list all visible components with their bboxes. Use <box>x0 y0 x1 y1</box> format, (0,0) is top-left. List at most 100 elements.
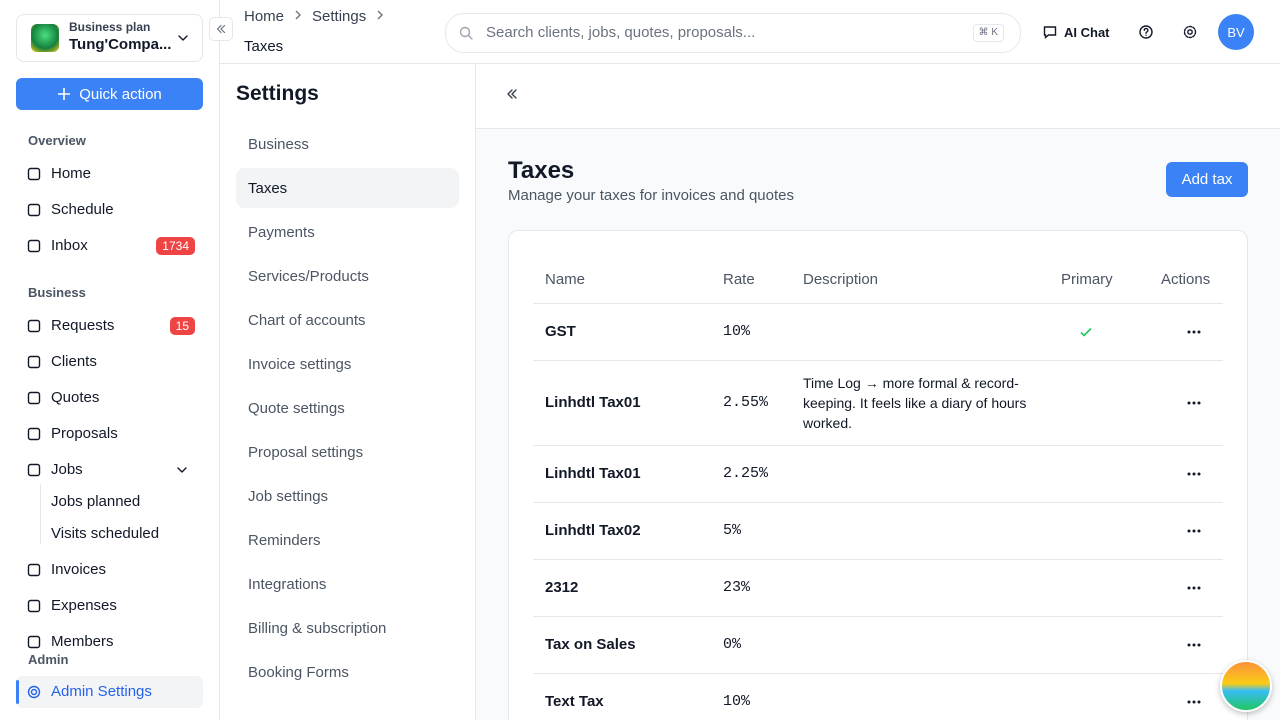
nav-item[interactable]: Requests 15 <box>16 310 203 342</box>
check-icon <box>1080 327 1092 337</box>
row-actions-button[interactable] <box>1184 324 1204 340</box>
workspace-switcher[interactable]: Business plan Tung'Compa... <box>16 14 203 62</box>
more-icon <box>1187 529 1201 533</box>
column-header: Rate <box>723 271 755 288</box>
nav-item-label: Members <box>51 633 114 650</box>
settings-nav-item-active[interactable]: Taxes <box>236 168 459 208</box>
settings-nav-item[interactable]: Payments <box>236 212 459 252</box>
help-button[interactable] <box>1136 22 1156 42</box>
nav-item[interactable]: Inbox 1734 <box>16 230 203 262</box>
tax-name: Text Tax <box>545 693 604 710</box>
nav-item-label: Expenses <box>51 597 117 614</box>
nav-icon <box>26 462 42 478</box>
breadcrumb-current: Taxes <box>244 38 284 55</box>
nav-icon-svg <box>27 355 41 369</box>
nav-item[interactable]: Schedule <box>16 194 203 226</box>
nav-item[interactable]: Clients <box>16 346 203 378</box>
nav-subitem[interactable]: Jobs planned <box>51 493 141 510</box>
tax-table-card: Name Rate Description Primary Actions GST 10% L… <box>508 230 1248 720</box>
settings-nav-item[interactable]: Quote settings <box>236 388 459 428</box>
nav-item[interactable]: Members <box>16 626 203 650</box>
collapse-icon <box>214 22 228 36</box>
more-icon <box>1187 472 1201 476</box>
settings-nav-item[interactable]: Billing & subscription <box>236 608 459 648</box>
settings-nav: Settings Business Taxes Payments Services/Pr… <box>220 64 476 720</box>
settings-nav-item[interactable]: Booking Forms <box>236 652 459 692</box>
nav-item[interactable]: Jobs <box>16 454 203 486</box>
user-avatar[interactable]: BV <box>1218 14 1254 50</box>
settings-nav-label: Reminders <box>248 532 321 549</box>
tax-name: Linhdtl Tax01 <box>545 394 641 411</box>
nav-item-label: Proposals <box>51 425 118 442</box>
nav-item-active[interactable]: Admin Settings <box>16 676 203 708</box>
settings-nav-item[interactable]: Chart of accounts <box>236 300 459 340</box>
nav-subitem[interactable]: Visits scheduled <box>51 525 160 542</box>
settings-nav-item[interactable]: Services/Products <box>236 256 459 296</box>
breadcrumb-link[interactable]: Home <box>244 8 285 25</box>
nav-icon <box>26 634 42 650</box>
search-icon <box>458 25 474 41</box>
nav-icon <box>26 598 42 614</box>
nav-item[interactable]: Expenses <box>16 590 203 622</box>
breadcrumb-link[interactable]: Settings <box>312 8 367 25</box>
company-name: Tung'Compa... <box>69 36 172 53</box>
tax-name: Tax on Sales <box>545 636 636 653</box>
settings-title: Settings <box>236 82 319 105</box>
tax-rate: 10% <box>723 693 751 710</box>
row-actions-button[interactable] <box>1184 580 1204 596</box>
gear-icon <box>1182 24 1198 40</box>
topbar: Home Settings Taxes Search clients, jobs, q… <box>220 0 1280 64</box>
nav-icon-svg <box>27 203 41 217</box>
table-row: 2312 23% <box>533 560 1223 617</box>
nav-group-title: Overview <box>28 133 86 148</box>
ai-chat-label: AI Chat <box>1064 24 1110 40</box>
nav-icon-svg <box>27 599 41 613</box>
more-icon <box>1187 401 1201 405</box>
sidebar: Business plan Tung'Compa... Quick action Ov… <box>0 0 220 720</box>
nav-item[interactable]: Invoices <box>16 554 203 586</box>
nav-icon-svg <box>27 563 41 577</box>
search-box[interactable]: Search clients, jobs, quotes, proposals.… <box>445 13 1021 53</box>
settings-nav-label: Invoice settings <box>248 356 352 373</box>
row-actions-button[interactable] <box>1184 395 1204 411</box>
settings-nav-item[interactable]: Proposal settings <box>236 432 459 472</box>
settings-button[interactable] <box>1180 22 1200 42</box>
assistant-launcher[interactable] <box>1220 660 1272 712</box>
quick-action-button[interactable]: Quick action <box>16 78 203 110</box>
nav-item[interactable]: Proposals <box>16 418 203 450</box>
nav-item-label: Jobs <box>51 461 83 478</box>
settings-nav-item[interactable]: Invoice settings <box>236 344 459 384</box>
nav-icon-svg <box>27 635 41 649</box>
tax-name: Linhdtl Tax01 <box>545 465 641 482</box>
column-header: Name <box>545 271 586 288</box>
row-actions-button[interactable] <box>1184 466 1204 482</box>
table-row: Tax on Sales 0% <box>533 617 1223 674</box>
row-actions-button[interactable] <box>1184 523 1204 539</box>
settings-nav-item[interactable]: Business <box>236 124 459 164</box>
settings-nav-label: Payments <box>248 224 315 241</box>
chat-icon <box>1043 26 1057 39</box>
help-icon <box>1138 24 1154 40</box>
tax-rate: 2.25% <box>723 465 769 482</box>
settings-nav-item[interactable]: Integrations <box>236 564 459 604</box>
double-chevron <box>504 86 520 102</box>
add-tax-button[interactable]: Add tax <box>1166 162 1248 197</box>
row-actions-button[interactable] <box>1184 694 1204 710</box>
sidebar-collapse-button[interactable] <box>209 17 233 41</box>
collapse-panel-button[interactable] <box>504 86 520 102</box>
nav-item[interactable]: Quotes <box>16 382 203 414</box>
nav-expand-chevron-svg <box>177 467 187 473</box>
chevron <box>377 10 384 20</box>
nav-item-label: Clients <box>51 353 97 370</box>
settings-nav-label: Business <box>248 136 309 153</box>
nav-item[interactable]: Home <box>16 158 203 190</box>
gear-icon-svg <box>1183 25 1197 39</box>
tax-table: Name Rate Description Primary Actions GST 10% L… <box>533 255 1223 720</box>
settings-nav-item[interactable]: Job settings <box>236 476 459 516</box>
nav-icon-svg <box>27 427 41 441</box>
ai-chat-button[interactable]: AI Chat <box>1042 20 1110 44</box>
row-actions-button[interactable] <box>1184 637 1204 653</box>
settings-nav-item[interactable]: Reminders <box>236 520 459 560</box>
nav-icon-svg <box>27 685 41 699</box>
